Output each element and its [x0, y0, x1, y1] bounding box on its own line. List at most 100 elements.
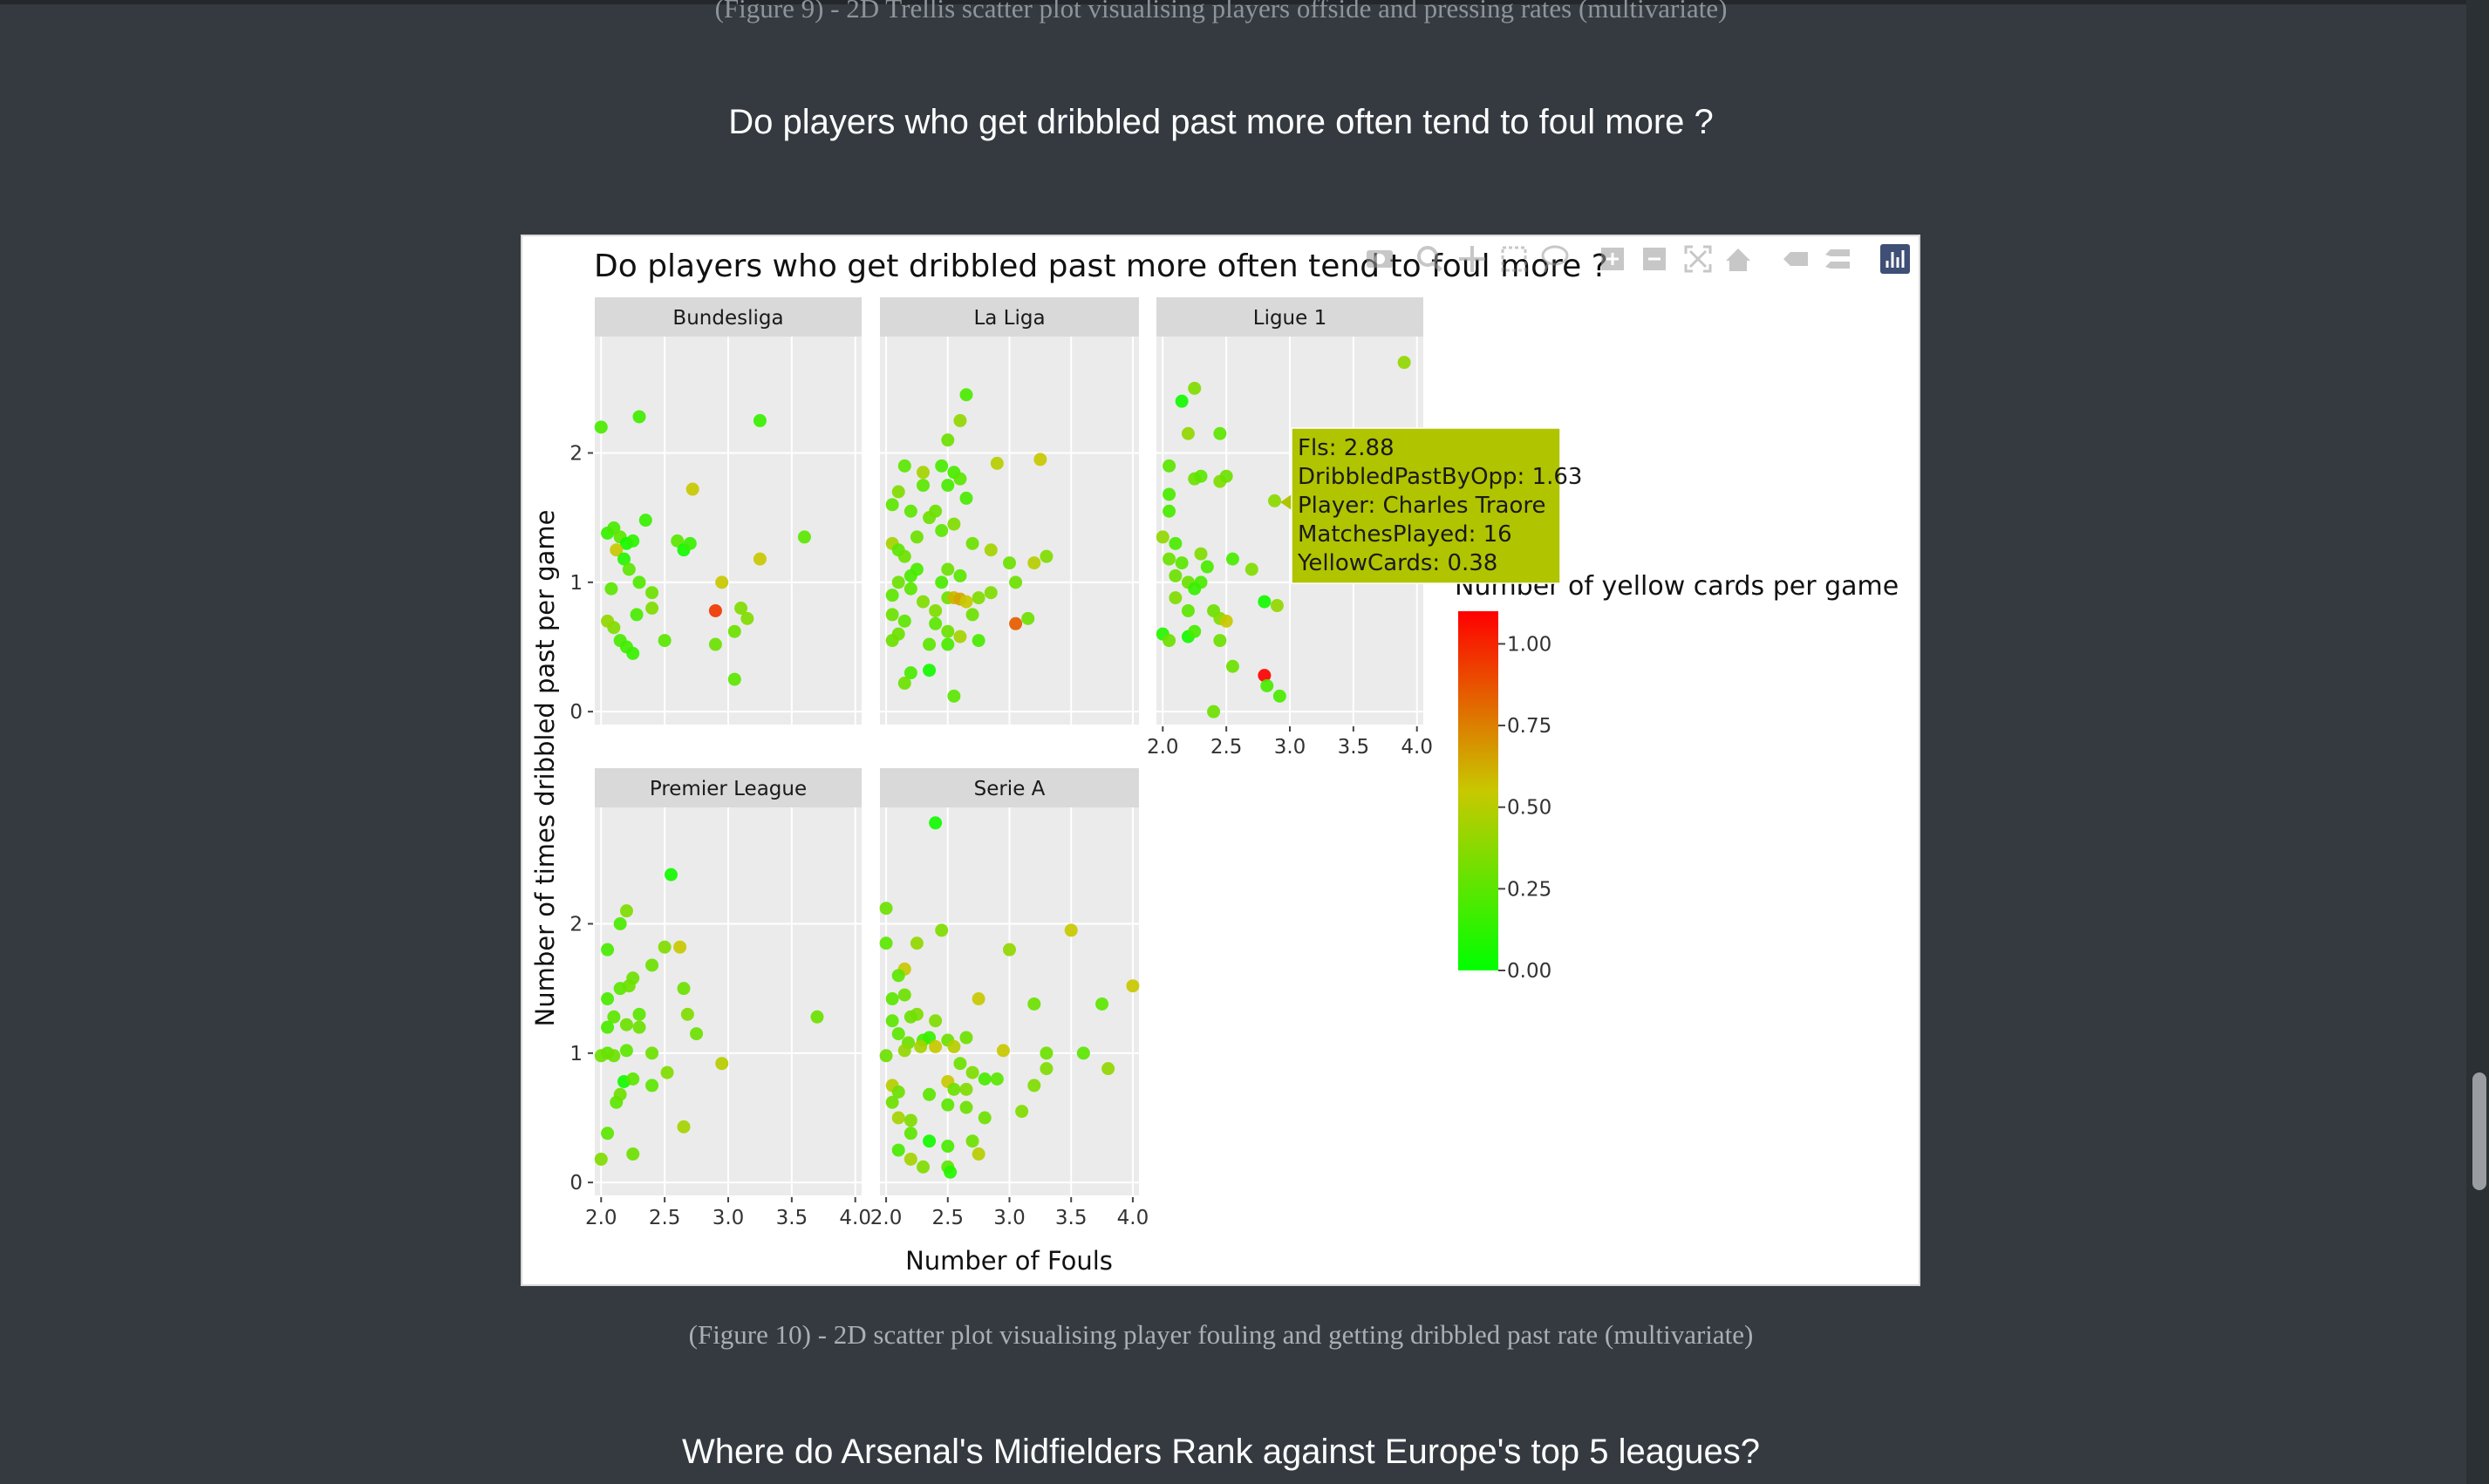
box-select-icon[interactable]: [1501, 246, 1527, 272]
colorbar: [1458, 611, 1498, 970]
data-point: [1213, 426, 1227, 440]
x-axis-title: Number of Fouls: [905, 1246, 1113, 1276]
data-point: [941, 433, 955, 447]
tooltip-line: Fls: 2.88: [1298, 435, 1395, 461]
reset-axes-icon[interactable]: [1726, 248, 1750, 271]
data-point: [1076, 1046, 1090, 1060]
pan-icon[interactable]: [1459, 246, 1485, 272]
data-point: [601, 943, 615, 956]
zoom-icon[interactable]: [1417, 246, 1442, 272]
data-point: [715, 1057, 729, 1071]
data-point: [904, 666, 917, 680]
camera-icon[interactable]: [1367, 250, 1393, 268]
data-point: [660, 1065, 674, 1079]
data-point: [941, 1140, 955, 1154]
hover-compare-icon[interactable]: [1825, 249, 1850, 269]
data-point: [984, 586, 998, 600]
x-tick-label: 2.0: [585, 1207, 617, 1229]
data-point: [619, 904, 633, 918]
data-point: [610, 543, 624, 557]
data-point: [891, 1111, 905, 1125]
zoom-in-icon[interactable]: [1601, 248, 1624, 270]
data-point: [879, 936, 893, 950]
data-point: [1219, 469, 1233, 483]
data-point: [601, 1127, 615, 1140]
scrollbar-thumb[interactable]: [2472, 1072, 2486, 1190]
data-point: [885, 1095, 899, 1109]
data-point: [645, 1079, 659, 1093]
home-shape: [1726, 248, 1750, 271]
plot-container[interactable]: Do players who get dribbled past more of…: [521, 235, 1920, 1286]
data-point: [959, 491, 973, 505]
data-point: [897, 677, 911, 691]
data-point: [891, 485, 905, 499]
page-scrollbar[interactable]: [2466, 0, 2489, 1484]
next-section-heading: Where do Arsenal's Midfielders Rank agai…: [682, 1433, 1760, 1471]
x-tick-label: 3.0: [713, 1207, 745, 1229]
data-point: [1397, 356, 1411, 370]
data-point: [645, 586, 659, 600]
data-point: [1163, 504, 1176, 518]
data-point: [953, 568, 967, 582]
plotly-logo-box: [1880, 244, 1910, 274]
data-point: [1163, 634, 1176, 648]
data-point: [978, 1072, 992, 1086]
zoom-out-icon[interactable]: [1643, 248, 1666, 270]
data-point: [601, 614, 615, 628]
data-point: [929, 603, 943, 617]
data-point: [929, 816, 943, 830]
data-point: [891, 1085, 905, 1099]
data-point: [1219, 614, 1233, 628]
data-point: [885, 608, 899, 622]
data-point: [1027, 997, 1041, 1011]
data-point: [904, 1127, 917, 1140]
data-point: [959, 1082, 973, 1096]
tooltip-line: Player: Charles Traore: [1298, 493, 1545, 519]
data-point: [607, 521, 621, 535]
data-point: [972, 591, 985, 605]
data-point: [935, 524, 949, 537]
data-point: [947, 689, 961, 703]
facet-strip: [880, 297, 1139, 337]
data-point: [1033, 453, 1047, 466]
data-point: [740, 611, 754, 625]
data-point: [941, 562, 955, 576]
data-point: [904, 1152, 917, 1166]
data-point: [1003, 943, 1016, 956]
data-point: [708, 603, 722, 617]
data-point: [601, 992, 615, 1006]
data-point: [891, 969, 905, 983]
facet-label: Premier League: [650, 778, 807, 800]
tooltip-line: DribbledPastByOpp: 1.63: [1298, 464, 1582, 490]
data-point: [972, 1147, 985, 1161]
trellis-scatter-chart[interactable]: Do players who get dribbled past more of…: [522, 236, 1919, 1284]
data-point: [601, 1020, 615, 1034]
data-point: [904, 504, 917, 518]
facet-serie-a: Serie A 2.0 2.5 3.0 3.5 4.0: [870, 768, 1149, 1229]
data-point: [1156, 530, 1169, 544]
x-tick-label: 4.0: [839, 1207, 871, 1229]
lasso-select-icon[interactable]: [1541, 245, 1569, 273]
figure-caption: (Figure 10) - 2D scatter plot visualisin…: [688, 1319, 1754, 1350]
data-point: [1225, 552, 1239, 566]
data-point: [1169, 591, 1183, 605]
x-tick-label: 3.5: [776, 1207, 808, 1229]
hover-closest-icon[interactable]: [1783, 252, 1808, 266]
data-point: [891, 627, 905, 641]
data-point: [897, 549, 911, 563]
data-point: [904, 1113, 917, 1127]
zoom-in-plus: [1606, 253, 1619, 265]
facet-la-liga: La Liga: [880, 297, 1139, 725]
data-point: [810, 1010, 824, 1024]
y-axis-title: Number of times dribbled past per game: [530, 510, 560, 1027]
data-point: [727, 672, 741, 686]
data-point: [607, 1049, 621, 1063]
lasso-tail: [1543, 262, 1550, 273]
data-point: [727, 624, 741, 638]
data-point: [1194, 547, 1208, 561]
autoscale-icon[interactable]: [1684, 245, 1712, 273]
plotly-logo-icon[interactable]: [1880, 244, 1910, 274]
data-point: [671, 534, 685, 548]
data-point: [941, 1098, 955, 1112]
colorbar-tick-label: 0.25: [1507, 878, 1551, 901]
